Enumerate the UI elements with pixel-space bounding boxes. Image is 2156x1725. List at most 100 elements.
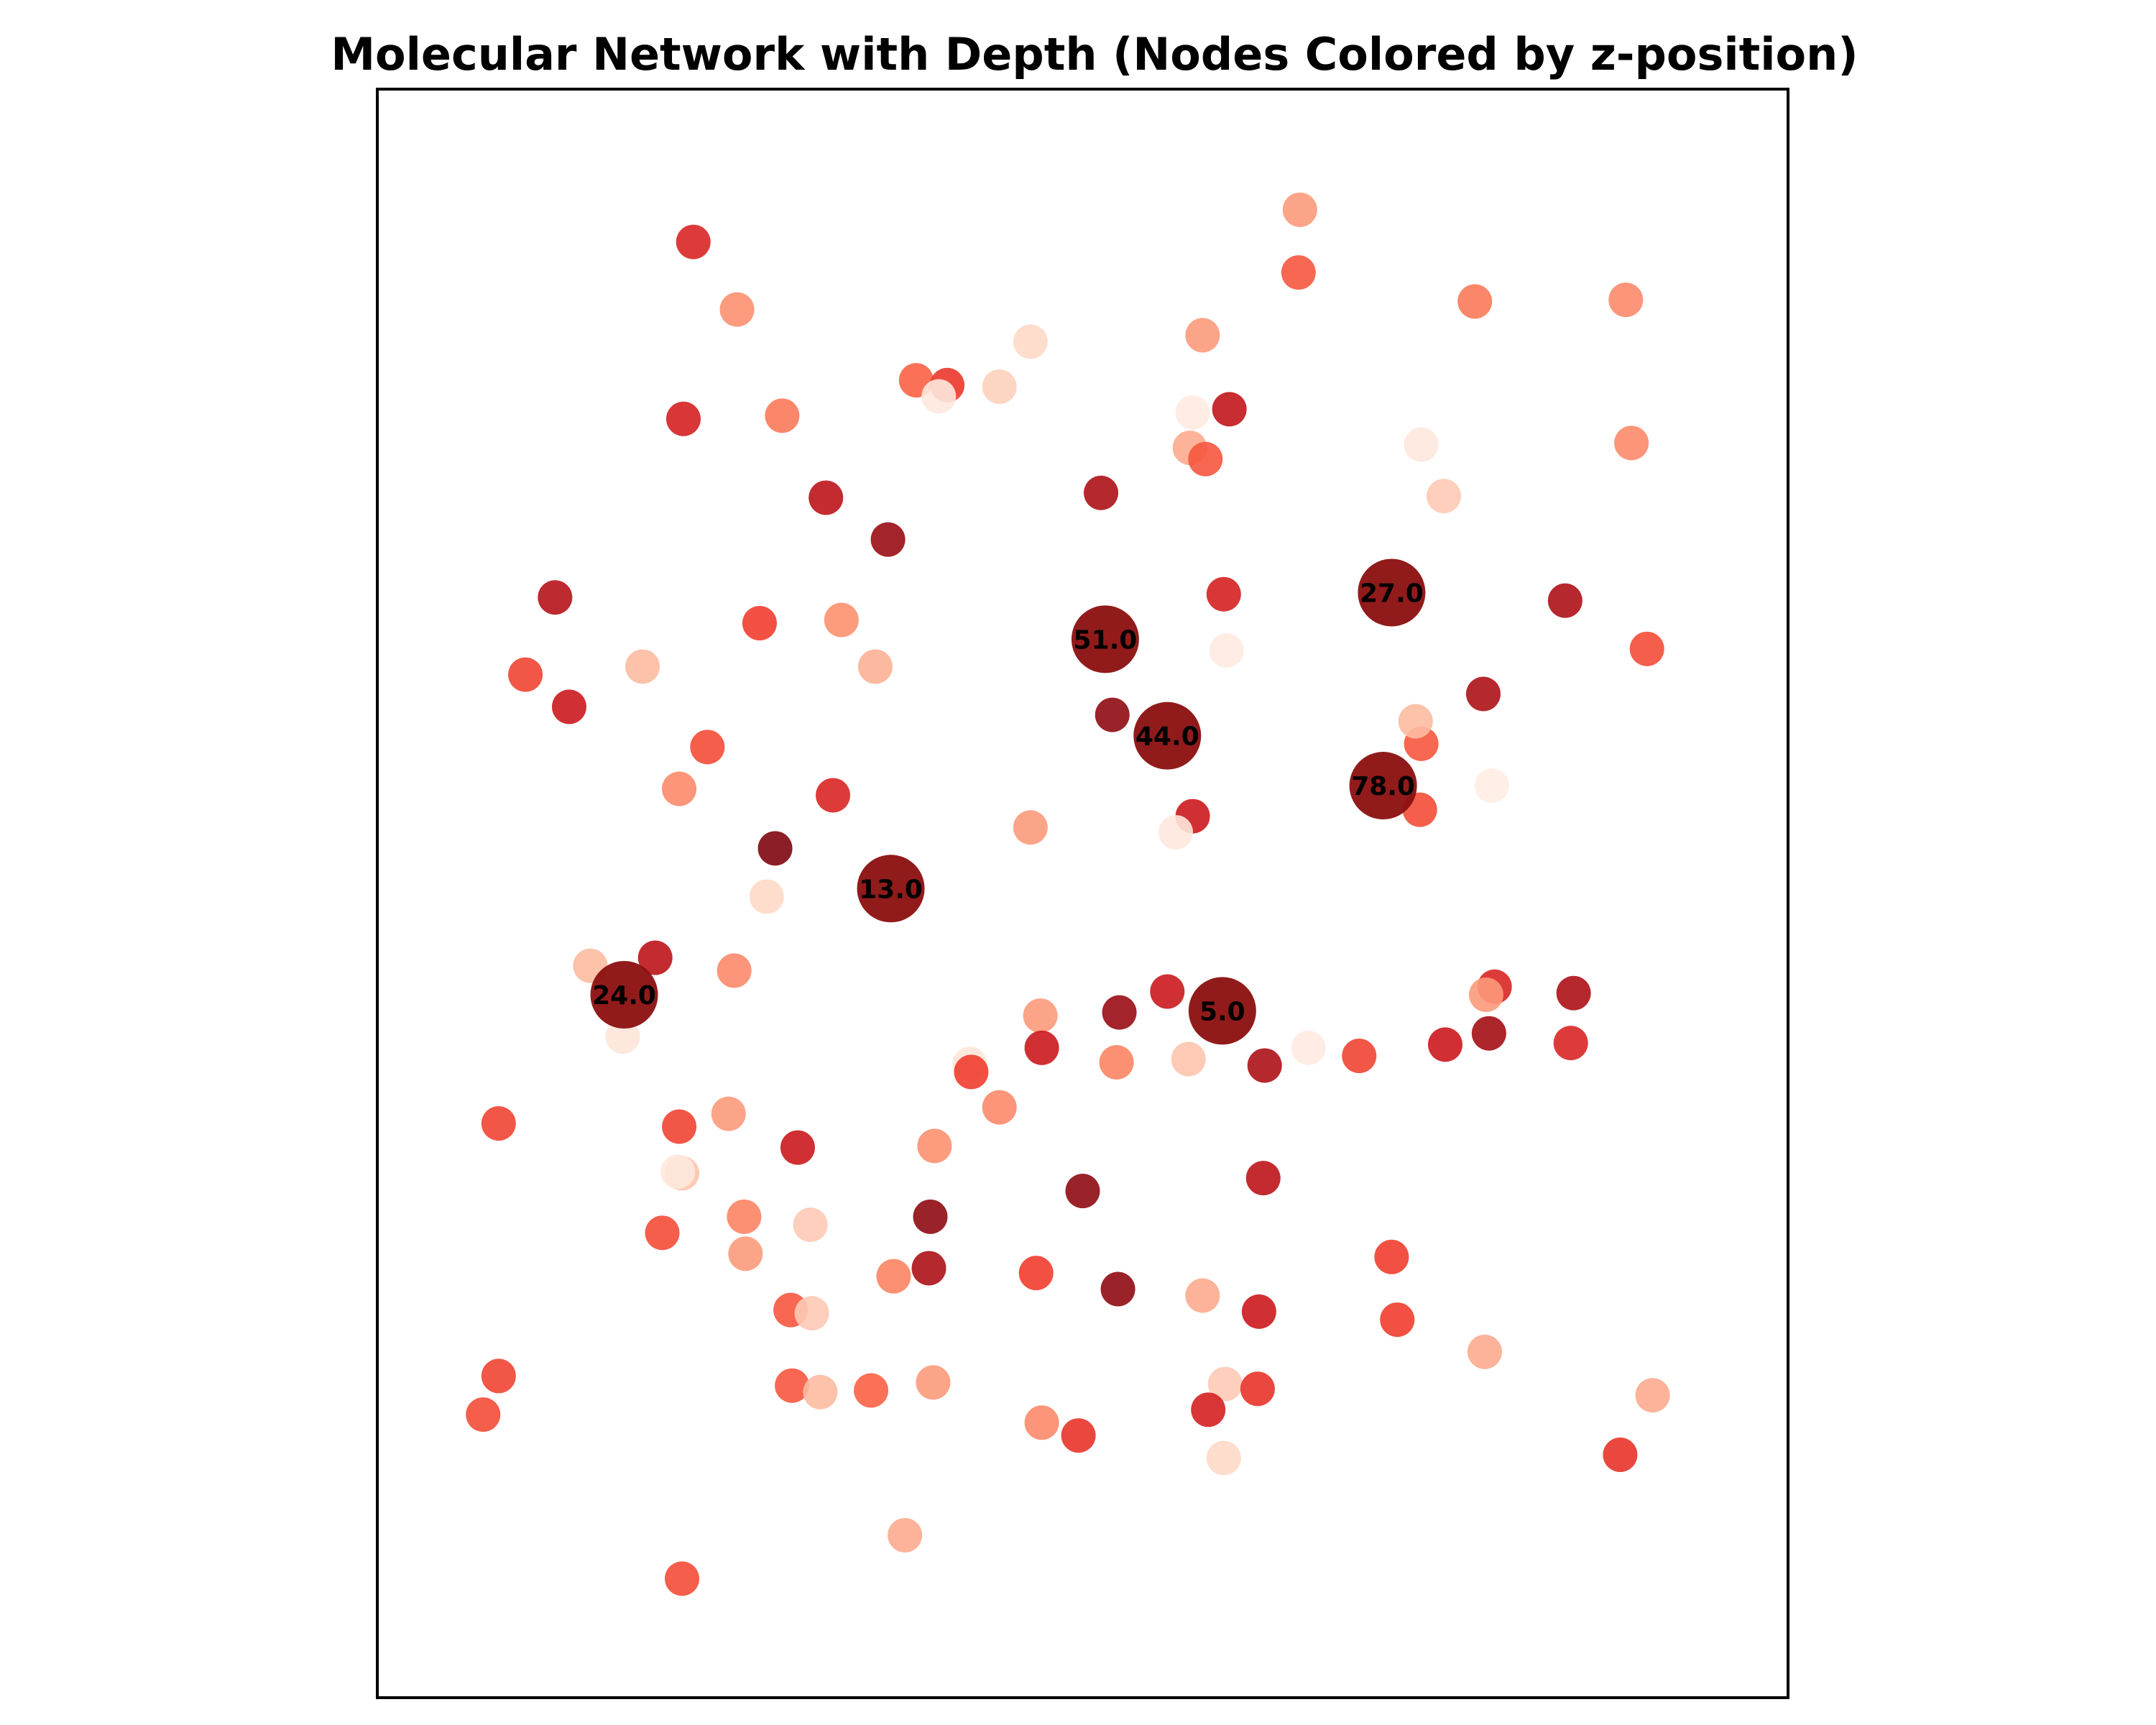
plot-frame — [376, 88, 1789, 1699]
node-80 — [481, 1358, 516, 1394]
node-24 — [742, 606, 777, 641]
node-0 — [676, 224, 711, 259]
node-21 — [870, 522, 906, 557]
node-93 — [1099, 1044, 1134, 1080]
node-29 — [690, 730, 725, 765]
node-43 — [1398, 704, 1433, 739]
node-19 — [1084, 475, 1119, 510]
node-77 — [1553, 1026, 1588, 1061]
node-89 — [1245, 1161, 1281, 1196]
node-90 — [1241, 1294, 1276, 1329]
nodes-layer — [466, 192, 1670, 1596]
node-82 — [728, 1236, 763, 1271]
node-51 — [717, 953, 752, 988]
node-54 — [662, 1109, 697, 1144]
node-32 — [757, 831, 793, 866]
node-61 — [913, 1199, 948, 1234]
node-22 — [538, 580, 573, 615]
node-18 — [1427, 479, 1462, 514]
labeled-node-1 — [1071, 605, 1139, 673]
node-label-3: 78.0 — [1351, 772, 1415, 801]
node-36 — [1095, 697, 1130, 732]
node-66 — [1024, 1030, 1059, 1065]
node-70 — [1247, 1048, 1282, 1083]
node-23 — [625, 649, 660, 684]
node-102 — [1635, 1378, 1670, 1413]
node-106 — [665, 1561, 700, 1596]
node-12 — [1282, 192, 1317, 227]
node-81 — [660, 1154, 696, 1190]
node-52 — [605, 1019, 640, 1054]
node-16 — [982, 369, 1017, 405]
node-17 — [921, 379, 957, 414]
node-label-6: 5.0 — [1199, 997, 1245, 1026]
node-64 — [954, 1054, 989, 1090]
node-104 — [888, 1517, 923, 1552]
node-31 — [816, 778, 851, 813]
node-68 — [1150, 974, 1185, 1009]
node-98 — [1024, 1405, 1059, 1440]
node-46 — [1629, 631, 1664, 666]
node-35 — [1209, 633, 1244, 668]
node-15 — [1608, 282, 1644, 318]
labeled-node-4 — [857, 855, 925, 923]
node-label-1: 51.0 — [1073, 625, 1137, 655]
node-30 — [662, 771, 697, 806]
node-97 — [1191, 1392, 1226, 1427]
node-53 — [481, 1106, 516, 1141]
node-44 — [1465, 676, 1501, 712]
chart-title: Molecular Network with Depth (Nodes Colo… — [331, 28, 1858, 80]
plot-area: 27.0 51.0 44.0 78.0 13.0 24.0 5.0 — [376, 88, 1789, 1699]
node-20 — [808, 480, 844, 515]
node-109 — [803, 1374, 838, 1409]
node-28 — [551, 689, 586, 724]
node-99 — [1061, 1418, 1096, 1453]
node-8 — [1175, 395, 1210, 430]
node-26 — [857, 649, 893, 684]
node-105 — [1206, 1440, 1241, 1476]
node-79 — [466, 1397, 501, 1432]
node-72 — [1342, 1039, 1377, 1074]
node-92 — [1100, 1271, 1135, 1307]
node-27 — [508, 657, 543, 692]
labeled-node-5 — [590, 960, 658, 1029]
node-33 — [749, 879, 784, 914]
node-87 — [876, 1259, 911, 1294]
node-67 — [1102, 995, 1137, 1030]
node-74 — [1471, 1016, 1506, 1051]
labeled-node-6 — [1188, 977, 1256, 1045]
node-76 — [1468, 977, 1503, 1012]
node-111 — [1374, 1239, 1409, 1274]
node-69 — [1171, 1041, 1206, 1077]
node-45 — [1547, 583, 1583, 618]
node-110 — [1240, 1371, 1275, 1407]
node-59 — [727, 1199, 762, 1234]
node-84 — [794, 1296, 829, 1331]
node-label-0: 27.0 — [1360, 579, 1424, 608]
node-94 — [982, 1090, 1017, 1125]
node-47 — [1404, 427, 1439, 462]
node-48 — [1614, 426, 1649, 461]
node-78 — [1556, 975, 1591, 1011]
labeled-nodes-layer: 27.0 51.0 44.0 78.0 13.0 24.0 5.0 — [590, 558, 1426, 1045]
node-100 — [1380, 1302, 1415, 1338]
node-73 — [1427, 1027, 1462, 1062]
node-9 — [1212, 392, 1247, 427]
labeled-node-0 — [1358, 558, 1426, 627]
node-96 — [1207, 1366, 1243, 1402]
node-91 — [1185, 1278, 1220, 1313]
node-38 — [1158, 814, 1194, 850]
node-13 — [1281, 255, 1316, 290]
plot-background — [377, 89, 1788, 1698]
node-65 — [1023, 998, 1058, 1034]
node-56 — [780, 1130, 815, 1165]
node-34 — [1206, 576, 1241, 612]
node-101 — [1467, 1334, 1502, 1369]
node-86 — [1065, 1174, 1100, 1209]
node-88 — [775, 1368, 810, 1403]
node-103 — [1603, 1438, 1638, 1473]
node-55 — [711, 1096, 746, 1131]
node-107 — [854, 1373, 889, 1408]
node-label-2: 44.0 — [1135, 722, 1199, 752]
